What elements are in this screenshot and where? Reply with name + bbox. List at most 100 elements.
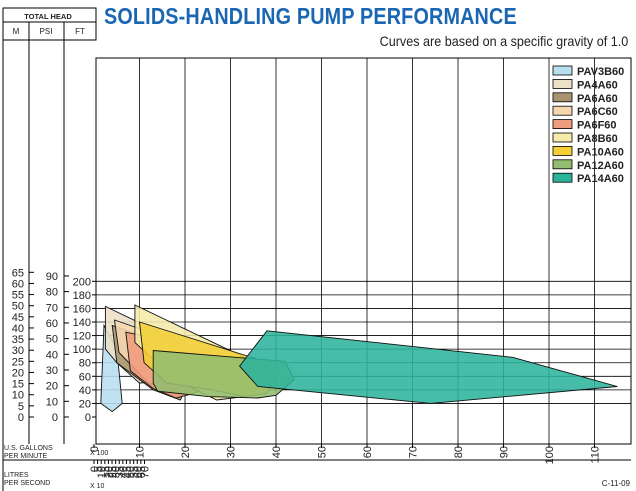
legend-label: PA6C60	[577, 106, 618, 118]
ft-tick-label: 140	[73, 317, 91, 329]
chart-code: C-11-09	[601, 479, 630, 488]
chart-subtitle: Curves are based on a specific gravity o…	[379, 33, 628, 49]
lps-tick-label: 30	[111, 466, 123, 478]
legend-swatch	[552, 119, 573, 129]
ft-tick-label: 180	[73, 290, 91, 302]
lps-tick-label: 65	[136, 466, 148, 478]
m-tick-label: 20	[12, 367, 24, 379]
left-header-table: TOTAL HEAD M PSI FT	[2, 7, 97, 41]
ft-tick-label: 120	[73, 331, 91, 343]
psi-tick-label: 80	[46, 287, 58, 299]
ft-tick-label: 80	[79, 358, 91, 370]
lps-tick-label: 60	[132, 466, 144, 478]
gpm-axis-label: U.S. GALLONS	[4, 445, 53, 452]
ft-tick-label: 0	[85, 412, 91, 424]
psi-tick-label: 50	[46, 334, 58, 346]
legend-swatch	[552, 105, 573, 116]
lps-tick-label: 5	[93, 466, 105, 472]
legend-label: PAV3B60	[577, 66, 624, 78]
legend-swatch	[552, 159, 573, 170]
lps-tick-label: 0	[89, 466, 101, 472]
lps-tick-label: 25	[107, 466, 119, 478]
gpm-tick-label: 30	[226, 446, 238, 458]
gpm-tick-label: 80	[453, 446, 465, 458]
gpm-tick-label: 10	[135, 446, 147, 458]
m-tick-label: 45	[12, 312, 24, 324]
m-tick-label: 60	[12, 278, 24, 290]
psi-tick-label: 70	[46, 302, 58, 314]
ft-tick-label: 160	[73, 303, 91, 315]
gpm-multiplier: X 100	[90, 450, 108, 457]
legend-label: PA6A60	[577, 93, 618, 105]
lps-tick-label: 40	[118, 466, 130, 478]
gpm-tick-label: 0	[89, 446, 101, 452]
lps-tick-label: 35	[114, 466, 126, 478]
ft-tick-label: 200	[73, 276, 91, 288]
m-tick-label: 65	[12, 267, 24, 279]
unit-psi-label: PSI	[40, 27, 53, 36]
lps-tick-label: 45	[121, 466, 133, 478]
m-tick-label: 30	[12, 345, 24, 357]
legend-swatch	[552, 79, 573, 89]
lps-tick-label: 50	[125, 466, 137, 478]
pump-curves	[100, 304, 618, 413]
gpm-tick-label: 50	[317, 446, 329, 458]
psi-tick-label: 10	[46, 396, 58, 408]
m-tick-label: 15	[12, 379, 24, 391]
lps-multiplier: X 10	[90, 483, 105, 490]
lps-tick-label: 55	[129, 466, 141, 478]
gpm-tick-label: 20	[180, 446, 192, 458]
gpm-tick-label: 40	[271, 446, 283, 458]
psi-tick-label: 60	[46, 318, 58, 330]
lps-tick-label: 10	[96, 466, 108, 478]
unit-m-label: M	[13, 27, 20, 36]
m-tick-label: 35	[12, 334, 24, 346]
ft-tick-label: 100	[73, 344, 91, 356]
legend-label: PA12A60	[577, 160, 624, 172]
chart-title: SOLIDS-HANDLING PUMP PERFORMANCE	[104, 3, 517, 29]
curve-pa14a60	[239, 330, 618, 404]
left-axes: 0510152025303540455055606501020304050607…	[2, 40, 96, 444]
header-box	[2, 7, 97, 41]
lps-axis-label: PER SECOND	[4, 480, 50, 487]
lps-tick-label: 70	[139, 466, 151, 478]
lps-tick-label: 15	[100, 466, 112, 478]
total-head-label: TOTAL HEAD	[24, 12, 72, 21]
m-tick-label: 25	[12, 356, 24, 368]
m-tick-label: 0	[18, 412, 24, 424]
gpm-tick-label: 100	[544, 446, 556, 464]
legend-label: PA4A60	[577, 79, 618, 91]
psi-tick-label: 20	[46, 381, 58, 393]
legend-swatch	[552, 92, 573, 103]
m-tick-label: 10	[12, 390, 24, 402]
gpm-tick-label: 70	[408, 446, 420, 458]
unit-ft-label: FT	[75, 27, 85, 36]
psi-tick-label: 0	[52, 412, 58, 424]
lps-tick-label: 20	[103, 466, 115, 478]
legend: PAV3B60PA4A60PA6A60PA6C60PA6F60PA8B60PA1…	[552, 65, 624, 185]
gpm-tick-label: 60	[362, 446, 374, 458]
lps-axis-label: LITRES	[4, 472, 29, 479]
ft-tick-label: 20	[79, 398, 91, 410]
m-tick-label: 50	[12, 301, 24, 313]
legend-label: PA14A60	[577, 173, 624, 185]
m-tick-label: 55	[12, 290, 24, 302]
gpm-axis-label: PER MINUTE	[4, 453, 48, 460]
m-tick-label: 40	[12, 323, 24, 335]
psi-tick-label: 90	[46, 271, 58, 283]
legend-swatch	[552, 132, 573, 143]
legend-label: PA10A60	[577, 146, 624, 158]
gpm-tick-label: 110	[590, 446, 602, 464]
gpm-tick-label: 90	[499, 446, 511, 458]
ft-tick-label: 40	[79, 385, 91, 397]
legend-label: PA6F60	[577, 120, 617, 132]
ft-tick-label: 60	[79, 371, 91, 383]
legend-swatch	[552, 172, 573, 183]
legend-label: PA8B60	[577, 133, 618, 145]
m-tick-label: 5	[18, 401, 24, 413]
psi-tick-label: 40	[46, 349, 58, 361]
legend-swatch	[552, 145, 573, 156]
psi-tick-label: 30	[46, 365, 58, 377]
